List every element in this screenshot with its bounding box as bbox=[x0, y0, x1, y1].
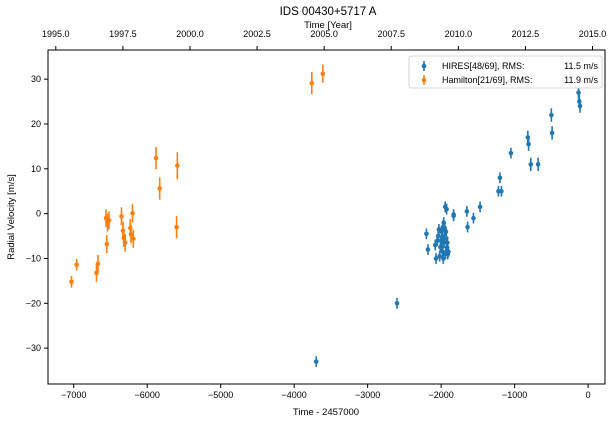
legend-marker bbox=[421, 63, 427, 69]
data-point bbox=[435, 233, 441, 239]
data-point bbox=[443, 229, 449, 234]
top-x-tick-label: 2002.5 bbox=[243, 29, 271, 39]
data-point bbox=[577, 103, 583, 109]
series-hamilton bbox=[69, 64, 326, 288]
data-point bbox=[441, 240, 447, 246]
data-point bbox=[106, 218, 112, 223]
y-axis-title: Radial Velocity [m/s] bbox=[6, 174, 17, 260]
data-point bbox=[394, 301, 400, 306]
x-tick-label: −2000 bbox=[428, 390, 453, 400]
x-tick-label: −5000 bbox=[208, 390, 233, 400]
y-tick-label: 20 bbox=[31, 119, 41, 129]
data-point bbox=[437, 253, 442, 259]
axes: −7000 −6000 −5000 −4000 −3000 −2000 −1000 0 1995… bbox=[26, 29, 607, 400]
top-x-tick-label: 2015.0 bbox=[579, 29, 607, 39]
data-point bbox=[441, 220, 447, 225]
legend-label: Hamilton[21/69], RMS: bbox=[442, 75, 533, 85]
data-point bbox=[445, 240, 450, 246]
data-point bbox=[175, 163, 180, 168]
data-point bbox=[320, 71, 326, 77]
legend-marker bbox=[421, 77, 427, 83]
data-point bbox=[128, 231, 134, 237]
data-point bbox=[74, 262, 79, 268]
data-point bbox=[499, 188, 504, 194]
x-tick-label: −6000 bbox=[135, 390, 160, 400]
data-point bbox=[549, 112, 554, 118]
data-point bbox=[433, 256, 439, 261]
data-point bbox=[451, 212, 456, 217]
data-point bbox=[465, 224, 470, 230]
x-tick-label: −3000 bbox=[355, 390, 380, 400]
data-point bbox=[526, 141, 531, 147]
data-point bbox=[446, 249, 451, 255]
top-x-tick-label: 2012.5 bbox=[512, 29, 540, 39]
y-tick-label: 0 bbox=[36, 209, 41, 219]
x-tick-label: −7000 bbox=[61, 390, 86, 400]
legend: HIRES[48/69], RMS: 11.5 m/s Hamilton[21/69… bbox=[408, 55, 603, 89]
data-point bbox=[313, 359, 319, 364]
data-point bbox=[157, 186, 162, 191]
data-point bbox=[432, 242, 438, 248]
top-x-tick-label: 1995.0 bbox=[42, 29, 70, 39]
data-point bbox=[508, 150, 514, 156]
legend-rms-value: 11.5 m/s bbox=[564, 61, 598, 71]
x-axis-title: Time - 2457000 bbox=[293, 407, 359, 418]
data-point bbox=[444, 206, 449, 212]
chart-title: IDS 00430+5717 A bbox=[280, 6, 377, 18]
y-tick-label: −30 bbox=[26, 343, 41, 353]
data-point bbox=[425, 247, 431, 252]
plot-frame bbox=[47, 49, 606, 385]
data-point bbox=[424, 231, 429, 237]
top-x-axis-title: Time [Year] bbox=[304, 20, 352, 31]
y-tick-label: −20 bbox=[26, 298, 41, 308]
data-point bbox=[122, 240, 128, 246]
top-x-tick-label: 1997.5 bbox=[109, 29, 137, 39]
top-x-tick-label: 2000.0 bbox=[176, 29, 204, 39]
x-tick-label: −1000 bbox=[502, 390, 527, 400]
top-x-tick-label: 2007.5 bbox=[377, 29, 405, 39]
y-tick-label: −10 bbox=[26, 253, 41, 263]
data-point bbox=[153, 155, 159, 161]
data-point bbox=[69, 279, 74, 285]
data-point bbox=[477, 204, 483, 210]
legend-rms-value: 11.9 m/s bbox=[564, 75, 598, 85]
top-x-tick-label: 2005.0 bbox=[310, 29, 338, 39]
data-point bbox=[119, 214, 124, 219]
y-tick-label: 10 bbox=[31, 164, 41, 174]
data-point bbox=[464, 209, 470, 214]
legend-label: HIRES[48/69], RMS: bbox=[442, 61, 525, 71]
series-hires bbox=[313, 85, 583, 367]
data-point bbox=[130, 210, 135, 216]
data-point bbox=[441, 256, 446, 261]
data-point bbox=[130, 236, 136, 242]
x-tick-label: 0 bbox=[586, 390, 591, 400]
data-point bbox=[497, 175, 503, 181]
data-point bbox=[95, 261, 101, 267]
plot-area bbox=[69, 64, 583, 367]
data-point bbox=[309, 80, 315, 86]
legend-box bbox=[408, 55, 603, 89]
data-point bbox=[528, 162, 534, 167]
data-point bbox=[174, 224, 179, 230]
data-point bbox=[104, 241, 110, 247]
data-point bbox=[549, 130, 555, 136]
top-x-tick-label: 2010.0 bbox=[445, 29, 473, 39]
x-tick-label: −4000 bbox=[282, 390, 307, 400]
data-point bbox=[471, 215, 476, 221]
y-tick-label: 30 bbox=[31, 74, 41, 84]
data-point bbox=[535, 162, 541, 167]
data-point bbox=[576, 90, 581, 95]
